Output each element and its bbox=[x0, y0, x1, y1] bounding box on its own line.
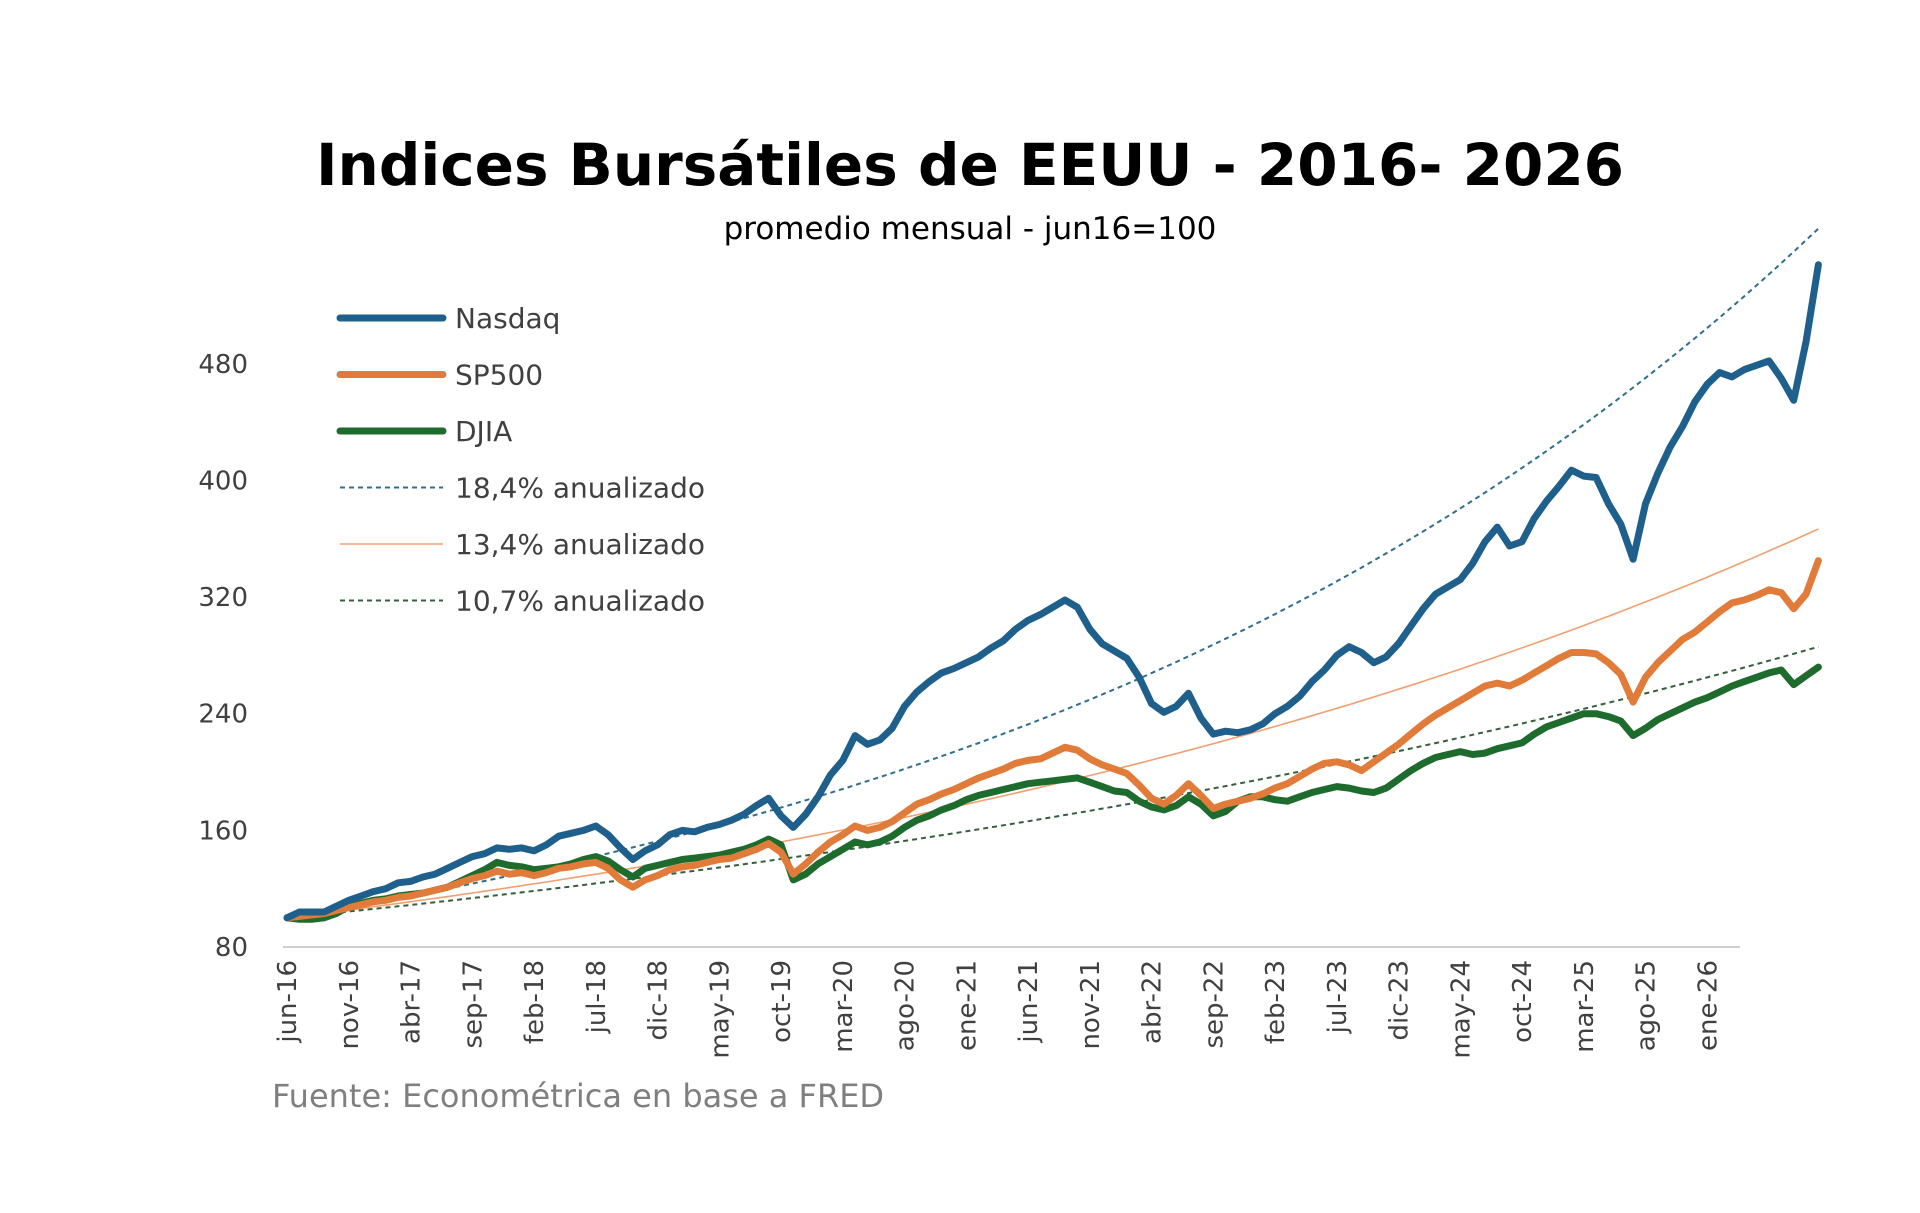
x-tick-label: dic-23 bbox=[1385, 960, 1415, 1041]
x-tick-label: oct-19 bbox=[767, 960, 797, 1043]
series-line bbox=[283, 557, 1822, 922]
source-note: Fuente: Econométrica en base a FRED bbox=[272, 1077, 884, 1115]
chart-subtitle: promedio mensual - jun16=100 bbox=[724, 211, 1217, 247]
x-tick-label: sep-17 bbox=[458, 960, 488, 1049]
legend-label: Nasdaq bbox=[455, 302, 560, 335]
x-tick-label: may-19 bbox=[705, 960, 735, 1059]
x-tick-label: may-24 bbox=[1446, 960, 1476, 1059]
x-tick-label: sep-22 bbox=[1199, 960, 1229, 1049]
x-tick-label: jun-16 bbox=[273, 960, 303, 1044]
trend-line bbox=[286, 645, 1819, 919]
x-tick-label: jul-23 bbox=[1323, 960, 1353, 1034]
chart-title: Indices Bursátiles de EEUU - 2016- 2026 bbox=[316, 131, 1624, 199]
series-lines bbox=[283, 261, 1822, 923]
y-tick-label: 480 bbox=[198, 350, 248, 380]
x-axis: jun-16 nov-16 abr-17 sep-17 feb-18 jul-18 dic-… bbox=[273, 960, 1723, 1059]
legend-label: 18,4% anualizado bbox=[455, 472, 705, 505]
x-tick-label: ago-25 bbox=[1632, 960, 1662, 1051]
y-tick-label: 240 bbox=[198, 700, 248, 730]
y-tick-label: 320 bbox=[198, 583, 248, 613]
series-line bbox=[283, 663, 1822, 923]
series-line bbox=[283, 261, 1822, 922]
y-tick-label: 400 bbox=[198, 466, 248, 496]
trend-line bbox=[286, 528, 1819, 919]
x-tick-label: feb-18 bbox=[520, 960, 550, 1044]
x-tick-label: mar-25 bbox=[1570, 960, 1600, 1053]
x-tick-label: ene-21 bbox=[952, 960, 982, 1051]
x-tick-label: abr-22 bbox=[1138, 960, 1168, 1044]
x-tick-label: nov-21 bbox=[1076, 960, 1106, 1050]
x-tick-label: ago-20 bbox=[891, 960, 921, 1051]
x-tick-label: feb-23 bbox=[1261, 960, 1291, 1044]
x-tick-label: abr-17 bbox=[397, 960, 427, 1044]
y-tick-label: 80 bbox=[215, 933, 248, 963]
x-tick-label: nov-16 bbox=[335, 960, 365, 1050]
legend-label: DJIA bbox=[455, 415, 512, 448]
legend-label: SP500 bbox=[455, 359, 543, 392]
trend-line bbox=[286, 227, 1820, 919]
x-tick-label: oct-24 bbox=[1508, 960, 1538, 1043]
trend-lines bbox=[286, 227, 1820, 919]
x-tick-label: jul-18 bbox=[582, 960, 612, 1034]
y-axis: 80 160 240 320 400 480 bbox=[198, 350, 248, 963]
y-tick-label: 160 bbox=[198, 816, 248, 846]
legend: Nasdaq SP500 DJIA 18,4% anualizado 13,4% anu… bbox=[336, 302, 705, 618]
x-tick-label: dic-18 bbox=[644, 960, 674, 1041]
legend-label: 10,7% anualizado bbox=[455, 585, 705, 618]
x-tick-label: ene-26 bbox=[1693, 960, 1723, 1051]
x-tick-label: jun-21 bbox=[1014, 960, 1044, 1044]
x-tick-label: mar-20 bbox=[829, 960, 859, 1053]
legend-label: 13,4% anualizado bbox=[455, 528, 705, 561]
